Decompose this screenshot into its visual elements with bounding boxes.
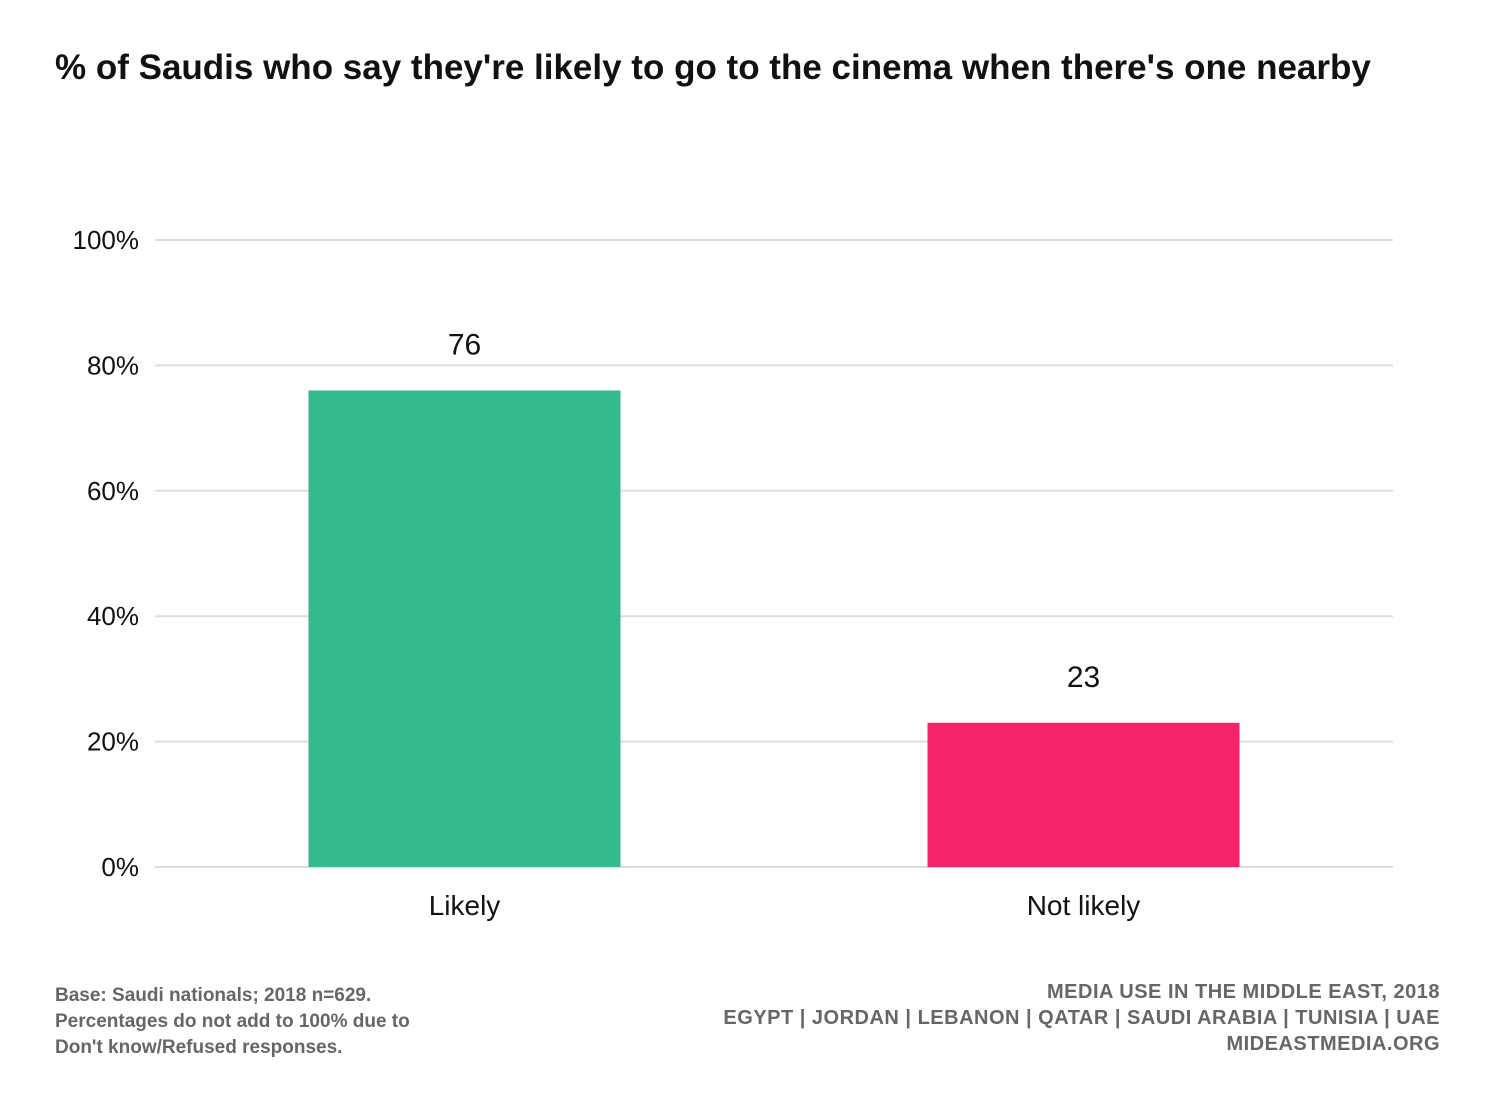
y-tick-label: 20%	[87, 727, 139, 757]
data-label: 76	[448, 328, 481, 361]
x-category-label: Likely	[429, 890, 501, 921]
y-tick-label: 100%	[73, 225, 140, 255]
source-line: MEDIA USE IN THE MIDDLE EAST, 2018	[1047, 981, 1440, 1003]
footnote-line: Don't know/Refused responses.	[55, 1037, 343, 1058]
data-label: 23	[1067, 661, 1100, 694]
source-credit: MEDIA USE IN THE MIDDLE EAST, 2018 EGYPT…	[640, 979, 1440, 1057]
y-tick-label: 0%	[101, 852, 139, 882]
labels: 0% 20% 40% 60% 80% 100% 76 Likely 23 Not likely	[73, 225, 1141, 921]
bars	[308, 390, 1240, 867]
bar-not-likely	[927, 722, 1240, 867]
footnote-line: Percentages do not add to 100% due to	[55, 1011, 410, 1032]
footnote-line: Base: Saudi nationals; 2018 n=629.	[55, 985, 372, 1006]
x-category-label: Not likely	[1027, 890, 1141, 921]
y-tick-label: 40%	[87, 601, 139, 631]
bar-likely	[308, 390, 621, 867]
source-line: EGYPT | JORDAN | LEBANON | QATAR | SAUDI…	[723, 1007, 1440, 1029]
y-tick-label: 60%	[87, 476, 139, 506]
chart-title: % of Saudis who say they're likely to go…	[55, 48, 1371, 87]
y-tick-label: 80%	[87, 350, 139, 380]
footnote: Base: Saudi nationals; 2018 n=629. Perce…	[55, 983, 515, 1061]
source-line: MIDEASTMEDIA.ORG	[1226, 1033, 1440, 1055]
